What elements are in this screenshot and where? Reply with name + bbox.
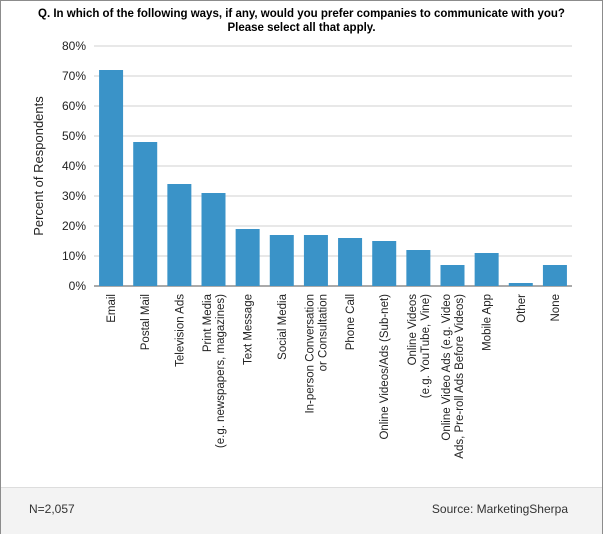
x-tick-label: Mobile App (482, 294, 494, 351)
bar-chart: 0% 10% 20% 30% 40% 50% 60% 70% 80% Email Postal M… (31, 39, 572, 459)
chart-title: Q. In which of the following ways, if an… (0, 7, 603, 35)
y-axis-label: Percent of Respondents (31, 96, 46, 236)
x-tick-label: Social Media (277, 293, 289, 359)
x-tick-label: Email (106, 294, 118, 323)
bar (406, 250, 431, 286)
source-credit: Source: MarketingSherpa (431, 502, 568, 516)
x-tick-label: Television Ads (174, 294, 186, 367)
bar (338, 238, 363, 286)
bar (372, 241, 397, 286)
y-tick-labels: 0% 10% 20% 30% 40% 50% 60% 70% 80% (62, 39, 86, 293)
bar (440, 265, 465, 286)
bar (99, 70, 124, 286)
bar (269, 235, 294, 286)
x-tick-label: Text Message (243, 294, 255, 365)
x-tick-labels: Email Postal Mail Television Ads Print Medi… (106, 293, 562, 458)
bar (133, 142, 158, 286)
y-tick-label: 80% (62, 39, 86, 53)
y-tick-label: 50% (62, 129, 86, 143)
x-tick-label: In-person Conversationor Consultation (304, 294, 329, 414)
x-tick-label: Phone Call (345, 294, 357, 350)
chart-title-line-2: Please select all that apply. (227, 22, 376, 34)
footer: N=2,057 Source: MarketingSherpa (1, 487, 602, 534)
bar (542, 265, 567, 286)
bar (235, 229, 260, 286)
x-tick-label: Online Video Ads (e.g. VideoAds, Pre-rol… (441, 294, 466, 459)
y-tick-label: 10% (62, 249, 86, 263)
x-tick-label: None (550, 294, 562, 322)
bar (303, 235, 328, 286)
x-tick-label: Print Media(e.g. newspapers, magazines) (202, 293, 227, 448)
bar (474, 253, 499, 286)
bar (508, 283, 533, 286)
x-tick-label: Online Videos/Ads (Sub-net) (379, 294, 391, 440)
y-tick-label: 60% (62, 99, 86, 113)
bars (99, 70, 567, 286)
gridlines (94, 45, 572, 287)
bar (167, 184, 192, 286)
sample-size: N=2,057 (29, 502, 75, 516)
y-tick-label: 30% (62, 189, 86, 203)
x-tick-label: Online Videos(e.g. YouTube, Vine) (407, 294, 432, 398)
bar (201, 193, 226, 286)
chart-title-line-1: Q. In which of the following ways, if an… (38, 8, 565, 20)
y-tick-label: 70% (62, 69, 86, 83)
x-tick-label: Postal Mail (140, 294, 152, 350)
y-tick-label: 20% (62, 219, 86, 233)
y-tick-label: 0% (69, 279, 87, 293)
y-tick-label: 40% (62, 159, 86, 173)
x-tick-label: Other (516, 294, 528, 323)
